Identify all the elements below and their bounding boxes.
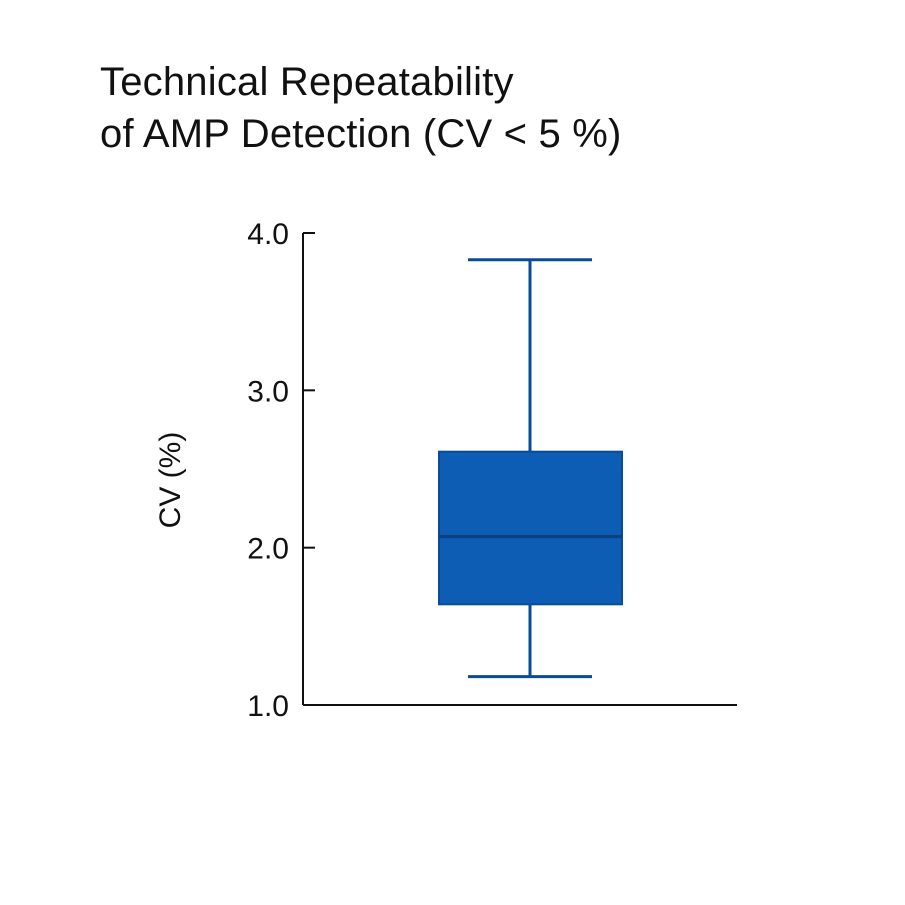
chart-title-line-1: Technical Repeatability	[100, 60, 514, 104]
y-tick-label: 2.0	[247, 533, 289, 566]
y-tick-label: 1.0	[247, 690, 289, 723]
chart-title: Technical Repeatability of AMP Detection…	[100, 56, 622, 160]
y-tick-label: 4.0	[247, 218, 289, 251]
y-axis-title: CV (%)	[154, 432, 187, 529]
chart-title-line-2: of AMP Detection (CV < 5 %)	[100, 112, 622, 156]
y-axis-ticks: 1.0 2.0 3.0 4.0	[247, 218, 315, 723]
interquartile-box	[438, 450, 623, 606]
axes	[302, 233, 737, 706]
box-series	[438, 258, 623, 679]
y-tick-label: 3.0	[247, 375, 289, 408]
